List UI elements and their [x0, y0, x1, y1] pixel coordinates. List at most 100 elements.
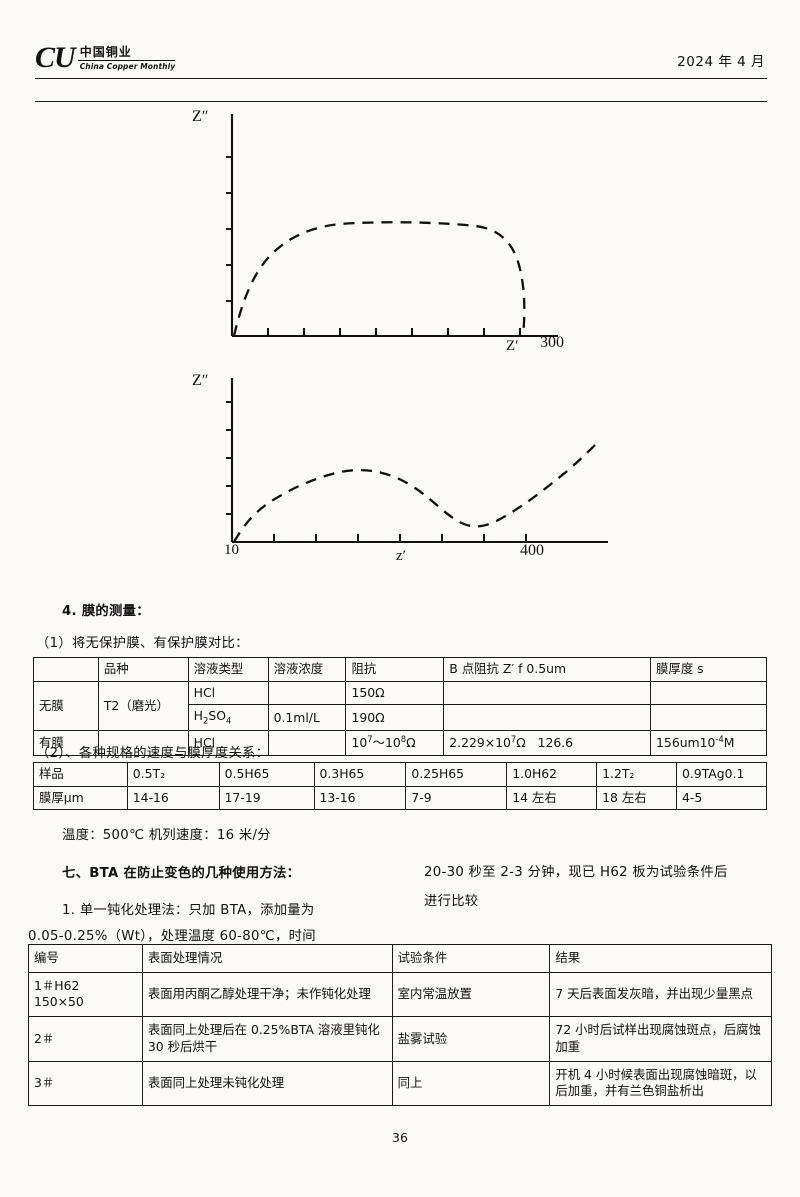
- chart-2-x-start-label: 10: [224, 542, 239, 558]
- note-right-line-2: 进行比较: [424, 894, 479, 909]
- page-header: CU 中国铜业 China Copper Monthly 2024 年 4 月: [35, 30, 765, 92]
- chart-1-y-ticks: [226, 156, 232, 302]
- table1-r2-conc: [267, 730, 347, 757]
- header-rule-top: [35, 78, 767, 79]
- chart-1-canvas: [226, 114, 558, 338]
- table-row: 1＃H62 150×50 表面用丙酮乙醇处理干净；未作钝化处理 室内常温放置 7…: [28, 971, 772, 1018]
- logo-cu-text: CU: [35, 40, 76, 74]
- table2-thickness-2: 13-16: [313, 785, 407, 811]
- chart-2-data-curve: [233, 441, 599, 543]
- table3-r0-no: 1＃H62 150×50: [28, 971, 143, 1018]
- chart-2-x-ticks: [273, 534, 527, 542]
- table3-r0-treatment: 表面用丙酮乙醇处理干净；未作钝化处理: [141, 971, 393, 1018]
- logo-english-text: China Copper Monthly: [79, 62, 176, 71]
- table1-r0-film: 无膜: [33, 680, 99, 732]
- table3-r0-no-line2: 150×50: [34, 994, 84, 1010]
- table1-h6: 膜厚度 s: [650, 657, 767, 682]
- table3-r1-treatment: 表面同上处理后在 0.25%BTA 溶液里钝化 30 秒后烘干: [141, 1016, 393, 1062]
- chart-nyquist-film: Zʺ Z′ 300: [190, 108, 590, 360]
- table3-r2-no: 3＃: [28, 1060, 143, 1107]
- table1-r1-thick: [650, 704, 767, 732]
- table1-h1: 品种: [97, 657, 189, 682]
- table3-h2: 试验条件: [391, 944, 551, 973]
- page-number: 36: [392, 1130, 408, 1145]
- table1-r1-solution: H2SO4: [187, 704, 269, 732]
- table1-r1-bpoint: [443, 704, 652, 732]
- chart-1-x-ticks: [267, 328, 521, 336]
- table-row: 样品 0.5T₂ 0.5H65 0.3H65 0.25H65 1.0H62 1.…: [33, 762, 767, 787]
- table3-r1-result: 72 小时后试样出现腐蚀斑点，后腐蚀加重: [549, 1016, 772, 1062]
- heading-section-4: 4. 膜的测量：: [62, 604, 150, 619]
- table1-h3: 溶液浓度: [267, 657, 347, 682]
- header-rule-bottom: [35, 101, 767, 102]
- chart-2-y-ticks: [226, 401, 232, 515]
- table1-r2-film: 有膜: [33, 730, 99, 757]
- logo-chinese-text: 中国铜业: [77, 45, 176, 61]
- table1-r0-conc: [267, 680, 347, 706]
- table1-h0: [33, 657, 99, 682]
- table1-r0-solution: HCl: [187, 680, 269, 706]
- table3-r2-treatment: 表面同上处理未钝化处理: [141, 1060, 393, 1107]
- table1-r0-bpoint: [443, 680, 652, 706]
- table1-r2-solution: HCl: [187, 730, 269, 757]
- chart-1-xlabel: Z′: [506, 338, 519, 354]
- table-row: 有膜 HCl 107～108Ω 2.229×107Ω 126.6 156um10…: [33, 730, 767, 757]
- table3-h0: 编号: [28, 944, 143, 973]
- table-row: 无膜 T2（磨光） HCl 150Ω: [33, 680, 767, 732]
- table1-header-row: 品种 溶液类型 溶液浓度 阻抗 B 点阻抗 Z′ f 0.5um 膜厚度 s: [33, 657, 767, 682]
- table2-thickness-5: 18 左右: [596, 785, 677, 811]
- table3-r1-no: 2＃: [28, 1016, 143, 1062]
- heading-section-7: 七、BTA 在防止变色的几种使用方法：: [62, 866, 301, 881]
- issue-date: 2024 年 4 月: [677, 54, 765, 70]
- table3-r1-condition: 盐雾试验: [391, 1016, 551, 1062]
- table1-r2-thick: 156um10-4M: [650, 730, 767, 757]
- table2-sample-6: 0.9TAg0.1: [676, 762, 767, 787]
- chart-1-ylabel: Zʺ: [192, 108, 208, 125]
- table1-r1-imp: 190Ω: [345, 704, 445, 732]
- chart-2-xlabel: z′: [396, 548, 406, 564]
- method-1-line-2: 0.05-0.25%（Wt），处理温度 60-80℃，时间: [28, 929, 316, 944]
- chart-1-data-curve: [232, 221, 526, 337]
- method-1-line-1: 1. 单一钝化处理法：只加 BTA，添加量为: [62, 903, 315, 918]
- table-film-comparison: 品种 溶液类型 溶液浓度 阻抗 B 点阻抗 Z′ f 0.5um 膜厚度 s 无…: [33, 657, 767, 757]
- table-bta-experiments: 编号 表面处理情况 试验条件 结果 1＃H62 150×50 表面用丙酮乙醇处理…: [28, 944, 772, 1107]
- table1-h5: B 点阻抗 Z′ f 0.5um: [443, 657, 652, 682]
- table-row: 3＃ 表面同上处理未钝化处理 同上 开机 4 小时候表面出现腐蚀暗斑，以后加重，…: [28, 1060, 772, 1107]
- table2-sample-0: 0.5T₂: [126, 762, 220, 787]
- table2-label-sample: 样品: [33, 762, 128, 787]
- chart-2-x-mid-label: 400: [520, 542, 544, 559]
- chart-nyquist-two-loop: Zʺ 10 z′ 400: [190, 372, 620, 567]
- table1-r1-conc: 0.1ml/L: [267, 704, 347, 732]
- china-copper-logo: CU 中国铜业 China Copper Monthly: [35, 32, 176, 74]
- table2-label-thickness: 膜厚μm: [33, 785, 128, 811]
- table3-r0-no-line1: 1＃H62: [34, 977, 80, 993]
- table3-h1: 表面处理情况: [141, 944, 393, 973]
- table3-header-row: 编号 表面处理情况 试验条件 结果: [28, 944, 772, 973]
- table-row: H2SO4 0.1ml/L 190Ω: [34, 704, 767, 732]
- table2-sample-4: 1.0H62: [506, 762, 598, 787]
- table1-h2: 溶液类型: [187, 657, 269, 682]
- table2-thickness-3: 7-9: [405, 785, 508, 811]
- table3-r0-result: 7 天后表面发灰暗，并出现少量黑点: [549, 971, 772, 1018]
- table1-r2-bpoint: 2.229×107Ω 126.6: [443, 730, 652, 757]
- subheading-1: （1）将无保护膜、有保护膜对比：: [36, 636, 249, 651]
- table2-thickness-0: 14-16: [126, 785, 220, 811]
- table2-sample-1: 0.5H65: [218, 762, 315, 787]
- subheading-2: （2）、各种规格的速度与膜厚度关系：: [36, 746, 270, 761]
- chart-2-canvas: [226, 378, 608, 544]
- chart-1-x-end-label: 300: [540, 334, 564, 351]
- table-row: 2＃ 表面同上处理后在 0.25%BTA 溶液里钝化 30 秒后烘干 盐雾试验 …: [28, 1016, 772, 1062]
- table2-thickness-1: 17-19: [218, 785, 315, 811]
- table2-sample-2: 0.3H65: [313, 762, 407, 787]
- table3-r0-condition: 室内常温放置: [391, 971, 551, 1018]
- table1-h4: 阻抗: [345, 657, 445, 682]
- table1-r0-variety: T2（磨光）: [97, 680, 189, 732]
- note-right-line-1: 20-30 秒至 2-3 分钟，现已 H62 板为试验条件后: [424, 865, 728, 880]
- table1-r0-thick: [650, 680, 767, 706]
- table3-r2-result: 开机 4 小时候表面出现腐蚀暗斑，以后加重，并有兰色铜盐析出: [549, 1060, 772, 1107]
- table2-thickness-6: 4-5: [676, 785, 767, 811]
- table3-h3: 结果: [549, 944, 772, 973]
- table2-thickness-4: 14 左右: [506, 785, 598, 811]
- table1-r0-imp: 150Ω: [345, 680, 445, 706]
